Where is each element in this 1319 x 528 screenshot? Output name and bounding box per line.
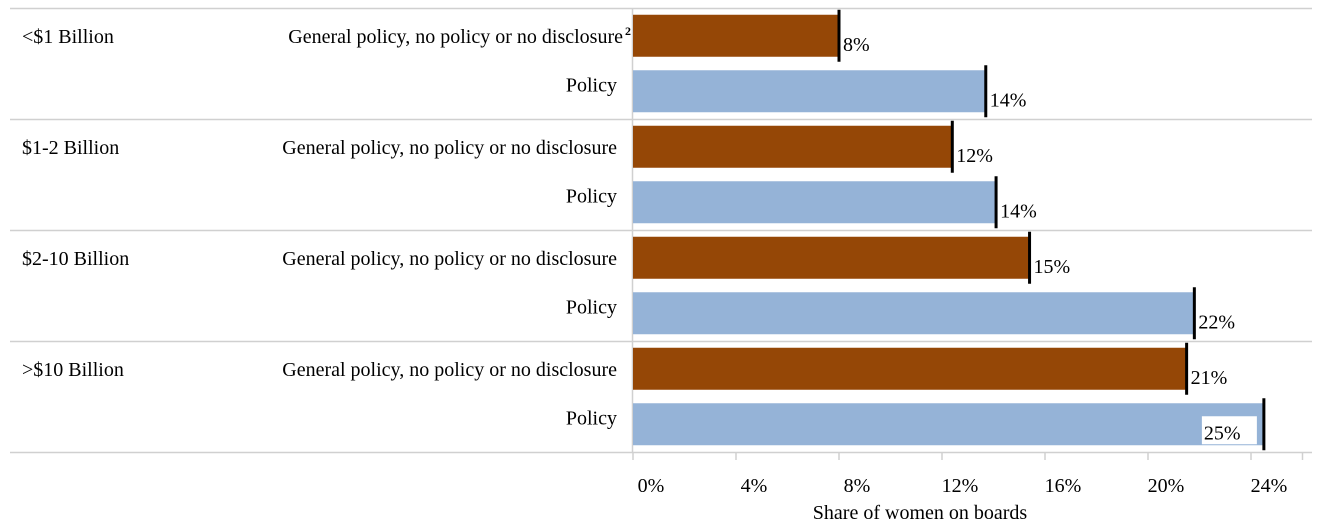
data-label-bg bbox=[1201, 416, 1257, 445]
category-label: General policy, no policy or no disclosu… bbox=[282, 248, 617, 270]
category-labels: General policy, no policy or no disclosu… bbox=[282, 24, 631, 430]
bar-policy bbox=[633, 403, 1264, 446]
data-label: 25% bbox=[1204, 422, 1241, 444]
data-label: 12% bbox=[956, 145, 993, 167]
group-label: <$1 Billion bbox=[22, 26, 114, 48]
data-label: 21% bbox=[1191, 367, 1228, 389]
bar-general-policy bbox=[633, 236, 1030, 279]
bar-general-policy bbox=[633, 14, 839, 57]
x-tick-label: 8% bbox=[844, 475, 871, 497]
category-label: Policy bbox=[566, 74, 617, 96]
x-axis: 0% 4% 8% 12% 16% 20% 24% bbox=[632, 452, 1304, 497]
x-tick-label: 16% bbox=[1045, 475, 1082, 497]
group-labels: <$1 Billion $1-2 Billion $2-10 Billion >$10… bbox=[22, 26, 129, 381]
bar-policy bbox=[633, 70, 986, 113]
x-tick-label: 4% bbox=[741, 475, 768, 497]
group-label: $2-10 Billion bbox=[22, 248, 129, 270]
x-tick-label: 12% bbox=[942, 475, 979, 497]
category-label: General policy, no policy or no disclosu… bbox=[282, 137, 617, 159]
bar-general-policy bbox=[633, 347, 1187, 390]
category-label: General policy, no policy or no disclosu… bbox=[288, 24, 631, 48]
x-tick-label: 0% bbox=[638, 475, 665, 497]
bars bbox=[633, 9, 1266, 451]
data-label: 22% bbox=[1198, 311, 1235, 333]
x-tick-label: 20% bbox=[1148, 475, 1185, 497]
data-label: 14% bbox=[1000, 200, 1037, 222]
data-label: 15% bbox=[1034, 256, 1071, 278]
data-label: 8% bbox=[843, 34, 870, 56]
data-label: 14% bbox=[990, 89, 1027, 111]
data-labels: 8% 14% 12% 14% 15% 22% 21% 25% bbox=[843, 34, 1257, 445]
category-label: Policy bbox=[566, 185, 617, 207]
group-label: >$10 Billion bbox=[22, 359, 124, 381]
x-tick-label: 24% bbox=[1251, 475, 1288, 497]
bar-general-policy bbox=[633, 125, 953, 168]
bar-policy bbox=[633, 181, 997, 224]
footnote-marker: 2 bbox=[625, 24, 631, 38]
group-separators bbox=[10, 7, 1312, 454]
category-label: Policy bbox=[566, 407, 617, 429]
x-axis-title: Share of women on boards bbox=[813, 502, 1028, 524]
group-label: $1-2 Billion bbox=[22, 137, 119, 159]
category-label: Policy bbox=[566, 296, 617, 318]
category-label: General policy, no policy or no disclosu… bbox=[282, 359, 617, 381]
bar-policy bbox=[633, 292, 1195, 335]
